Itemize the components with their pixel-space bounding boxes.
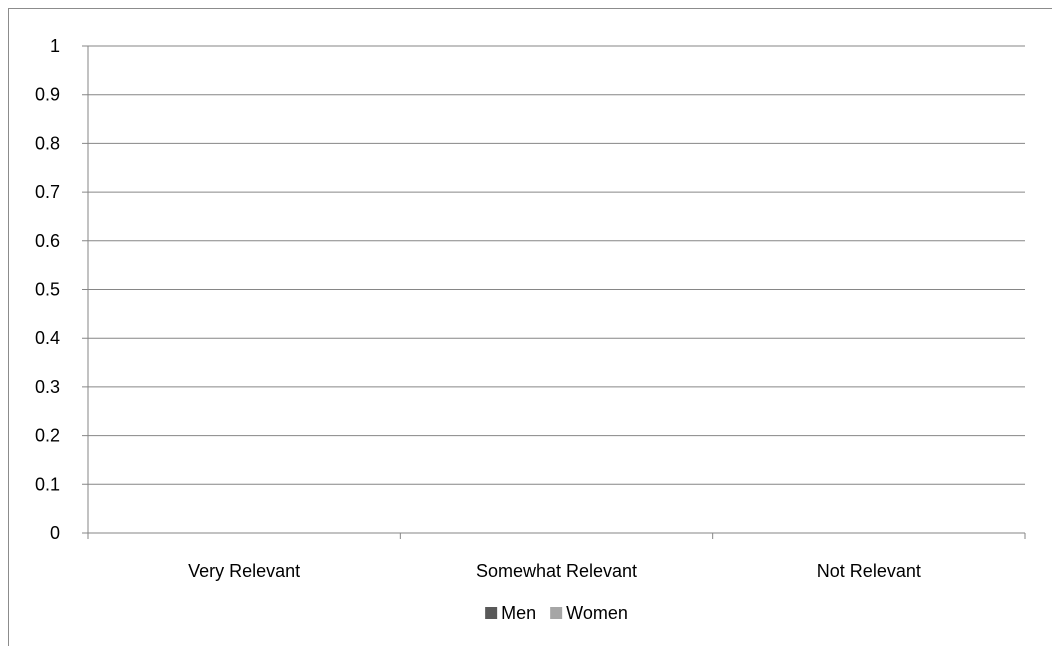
legend-swatch-women	[550, 607, 563, 619]
legend-swatch-men	[485, 607, 498, 619]
x-axis-category-labels: Very Relevant Somewhat Relevant Not Releva…	[188, 561, 921, 581]
chart-frame	[8, 8, 1052, 646]
legend: Men Women	[485, 603, 628, 623]
legend-label-men: Men	[501, 603, 536, 623]
y-tick-label: 0.1	[35, 474, 60, 494]
category-label: Not Relevant	[817, 561, 921, 581]
y-tick-label: 0.8	[35, 133, 60, 153]
y-axis-tick-labels: 0 0.1 0.2 0.3 0.4 0.5 0.6 0.7 0.8 0.9 1	[35, 36, 60, 543]
y-tick-label: 0.9	[35, 85, 60, 105]
gridlines	[82, 45, 1025, 485]
y-tick-label: 0.6	[35, 231, 60, 251]
category-label: Somewhat Relevant	[476, 561, 637, 581]
y-tick-label: 0.7	[35, 182, 60, 202]
y-tick-label: 0.2	[35, 426, 60, 446]
y-tick-label: 1	[50, 36, 60, 56]
y-tick-label: 0	[50, 523, 60, 543]
x-axis	[82, 46, 1026, 539]
y-tick-label: 0.3	[35, 377, 60, 397]
category-label: Very Relevant	[188, 561, 300, 581]
legend-label-women: Women	[566, 603, 628, 623]
y-tick-label: 0.4	[35, 328, 60, 348]
y-tick-label: 0.5	[35, 280, 60, 300]
